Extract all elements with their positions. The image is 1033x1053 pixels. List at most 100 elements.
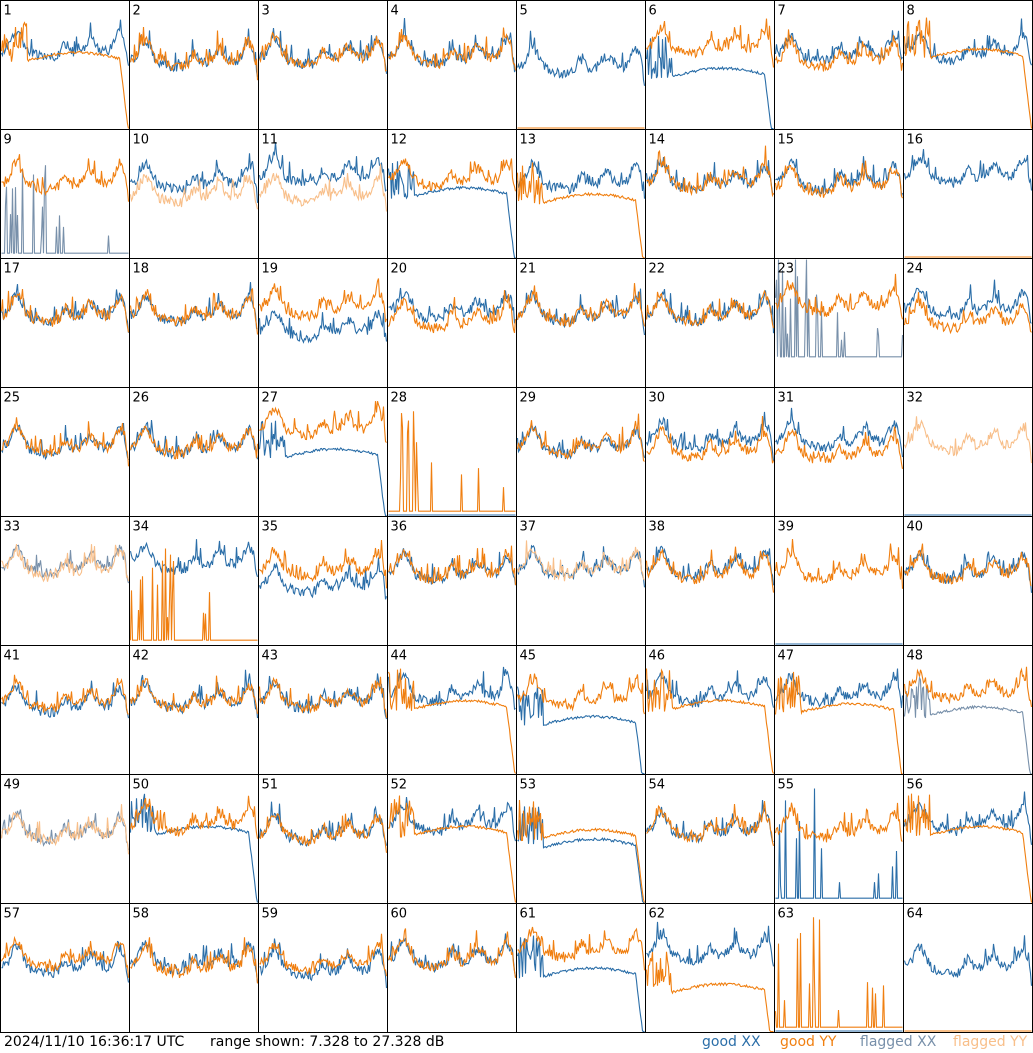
tile-frame	[129, 903, 259, 1033]
tile-52: 52	[387, 774, 517, 904]
tile-frame	[258, 774, 388, 904]
tile-34-xx-series	[129, 539, 259, 577]
legend-flagged-xx: flagged XX	[860, 1034, 937, 1050]
tile-59-yy-series	[259, 933, 388, 977]
tile-19-yy-series	[259, 278, 388, 323]
tile-number: 5	[520, 4, 528, 19]
tile-51: 51	[258, 774, 388, 904]
tile-frame	[774, 516, 904, 646]
tile-44-yy-series	[387, 668, 516, 774]
tile-number: 58	[133, 907, 150, 922]
tile-63-yy-series	[774, 917, 903, 1028]
tile-5: 5	[516, 0, 646, 130]
tile-50: 50	[129, 774, 259, 904]
range-label: range shown: 7.328 to 27.328 dB	[210, 1034, 445, 1050]
tile-number: 20	[391, 262, 408, 277]
tile-59: 59	[258, 903, 388, 1033]
tile-12-xx-series	[387, 161, 516, 259]
tile-64: 64	[903, 903, 1033, 1033]
tile-56-xx-series	[903, 791, 1033, 845]
tile-29: 29	[516, 387, 646, 517]
tile-58-yy-series	[130, 937, 259, 984]
tile-4-yy-series	[388, 27, 517, 71]
tile-37: 37	[516, 516, 646, 646]
tile-number: 52	[391, 778, 408, 793]
tile-12-yy-series	[388, 158, 517, 192]
tile-number: 15	[778, 133, 795, 148]
tile-number: 17	[4, 262, 21, 277]
tile-31: 31	[774, 387, 904, 517]
tile-frame	[387, 258, 517, 388]
tile-number: 21	[520, 262, 537, 277]
tile-frame	[258, 645, 388, 775]
tile-34-yy-series	[129, 548, 258, 641]
tile-number: 56	[907, 778, 924, 793]
tile-number: 9	[4, 133, 12, 148]
tile-number: 35	[262, 520, 279, 535]
tile-48-yy-series	[903, 666, 1033, 707]
tile-2: 2	[129, 0, 259, 130]
tile-55-yy-series	[774, 802, 903, 843]
tile-number: 24	[907, 262, 924, 277]
tile-39-yy-series	[774, 538, 904, 589]
tile-27-xx-series	[258, 420, 387, 517]
tile-frame	[774, 258, 904, 388]
tile-number: 29	[520, 391, 537, 406]
tile-56-yy-series	[903, 793, 1033, 903]
tile-15-yy-series	[774, 160, 904, 199]
tile-number: 44	[391, 649, 408, 664]
tile-38: 38	[645, 516, 775, 646]
tile-61-yy-series	[517, 926, 646, 971]
tile-10: 10	[129, 129, 259, 259]
tile-number: 54	[649, 778, 666, 793]
tile-3: 3	[258, 0, 388, 130]
tile-number: 16	[907, 133, 924, 148]
tile-number: 46	[649, 649, 666, 664]
tile-62: 62	[645, 903, 775, 1033]
tile-21-yy-series	[516, 283, 646, 328]
tile-64-xx-series	[903, 935, 1033, 986]
tile-frame	[129, 258, 259, 388]
tile-frame	[387, 774, 517, 904]
tile-frame	[645, 645, 775, 775]
tile-10-xx-series	[130, 153, 259, 203]
tile-49-yy-series	[0, 804, 130, 855]
tile-47-xx-series	[774, 668, 904, 708]
tile-frame	[645, 258, 775, 388]
tile-number: 63	[778, 907, 795, 922]
tile-43-yy-series	[258, 676, 388, 718]
tile-57-yy-series	[0, 935, 130, 978]
tile-6: 6	[645, 0, 775, 130]
tile-frame	[0, 516, 130, 646]
tile-number: 1	[4, 4, 12, 19]
tile-44: 44	[387, 645, 517, 775]
tile-frame	[129, 516, 259, 646]
tile-frame	[516, 387, 646, 517]
tile-9-yy-series	[1, 154, 130, 202]
tile-7-yy-series	[774, 29, 904, 72]
tile-frame	[129, 129, 259, 259]
tile-39: 39	[774, 516, 904, 646]
tile-19-xx-series	[258, 309, 388, 344]
tile-frame	[903, 903, 1033, 1033]
tile-35-yy-series	[259, 539, 388, 589]
tile-number: 41	[4, 649, 21, 664]
tile-frame	[387, 129, 517, 259]
tile-frame	[774, 387, 904, 517]
tile-number: 39	[778, 520, 795, 535]
tile-frame	[0, 903, 130, 1033]
tile-8: 8	[903, 0, 1033, 130]
tile-16-xx-series	[903, 149, 1033, 191]
tile-43: 43	[258, 645, 388, 775]
tile-47: 47	[774, 645, 904, 775]
tile-13-yy-series	[516, 162, 645, 259]
tile-60-yy-series	[387, 928, 517, 978]
tile-20-yy-series	[388, 290, 517, 334]
tile-41: 41	[0, 645, 130, 775]
tile-number: 4	[391, 4, 399, 19]
tile-31-xx-series	[775, 407, 904, 458]
tile-number: 40	[907, 520, 924, 535]
tile-51-yy-series	[259, 813, 388, 853]
tile-9-xx-series	[1, 165, 129, 254]
